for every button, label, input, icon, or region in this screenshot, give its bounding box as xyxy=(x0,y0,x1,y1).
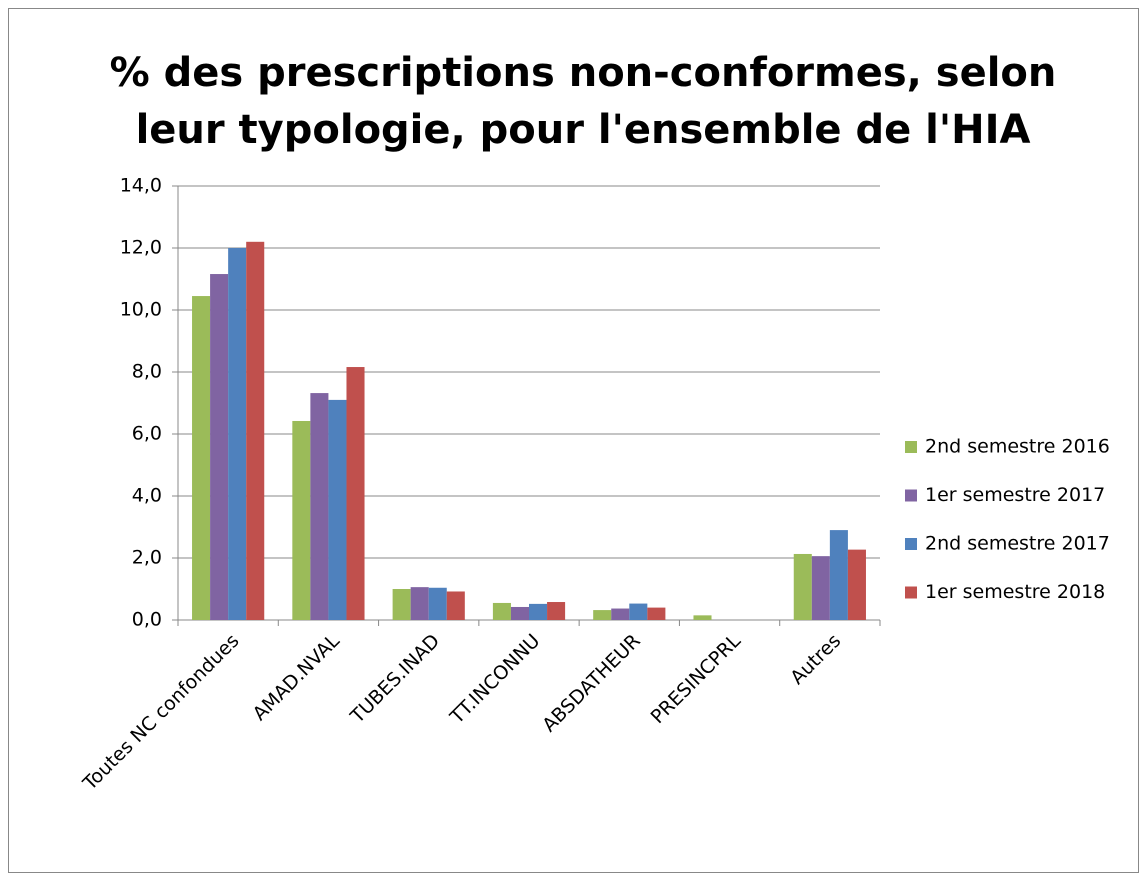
y-tick-label: 0,0 xyxy=(132,609,162,631)
bar xyxy=(829,530,848,620)
legend-label: 1er semestre 2017 xyxy=(925,484,1105,506)
bar xyxy=(210,274,229,620)
legend-swatch xyxy=(905,538,917,550)
bar xyxy=(529,603,548,620)
bar xyxy=(328,399,347,620)
bar xyxy=(346,367,365,620)
bar xyxy=(410,587,429,620)
bar xyxy=(192,296,211,620)
y-tick-label: 6,0 xyxy=(132,423,162,445)
legend-label: 2nd semestre 2016 xyxy=(925,436,1110,458)
bar xyxy=(428,587,447,620)
bar xyxy=(611,608,630,620)
bar xyxy=(310,393,329,620)
y-tick-label: 2,0 xyxy=(132,547,162,569)
legend-label: 1er semestre 2018 xyxy=(925,581,1105,603)
bar xyxy=(647,607,666,620)
bar xyxy=(246,241,265,621)
bar xyxy=(847,549,866,620)
bar xyxy=(392,589,411,620)
bar xyxy=(811,556,830,620)
legend-swatch xyxy=(905,441,917,453)
bar xyxy=(593,610,612,620)
chart-title: % des prescriptions non-conformes, selon xyxy=(110,50,1057,96)
legend-swatch xyxy=(905,586,917,599)
y-tick-label: 10,0 xyxy=(120,299,162,321)
chart-title: leur typologie, pour l'ensemble de l'HIA xyxy=(136,107,1031,153)
y-tick-label: 8,0 xyxy=(132,361,162,383)
legend-label: 2nd semestre 2017 xyxy=(925,533,1110,555)
y-tick-label: 12,0 xyxy=(120,237,162,259)
bar xyxy=(228,248,247,620)
bar xyxy=(492,602,511,620)
bar xyxy=(793,553,812,620)
legend-swatch xyxy=(905,489,917,502)
bar xyxy=(547,602,566,620)
bar xyxy=(446,591,465,620)
y-tick-label: 14,0 xyxy=(120,175,162,197)
bar xyxy=(629,603,648,620)
bar xyxy=(292,420,311,620)
y-tick-label: 4,0 xyxy=(132,485,162,507)
bar xyxy=(693,615,712,620)
bar xyxy=(510,606,529,620)
